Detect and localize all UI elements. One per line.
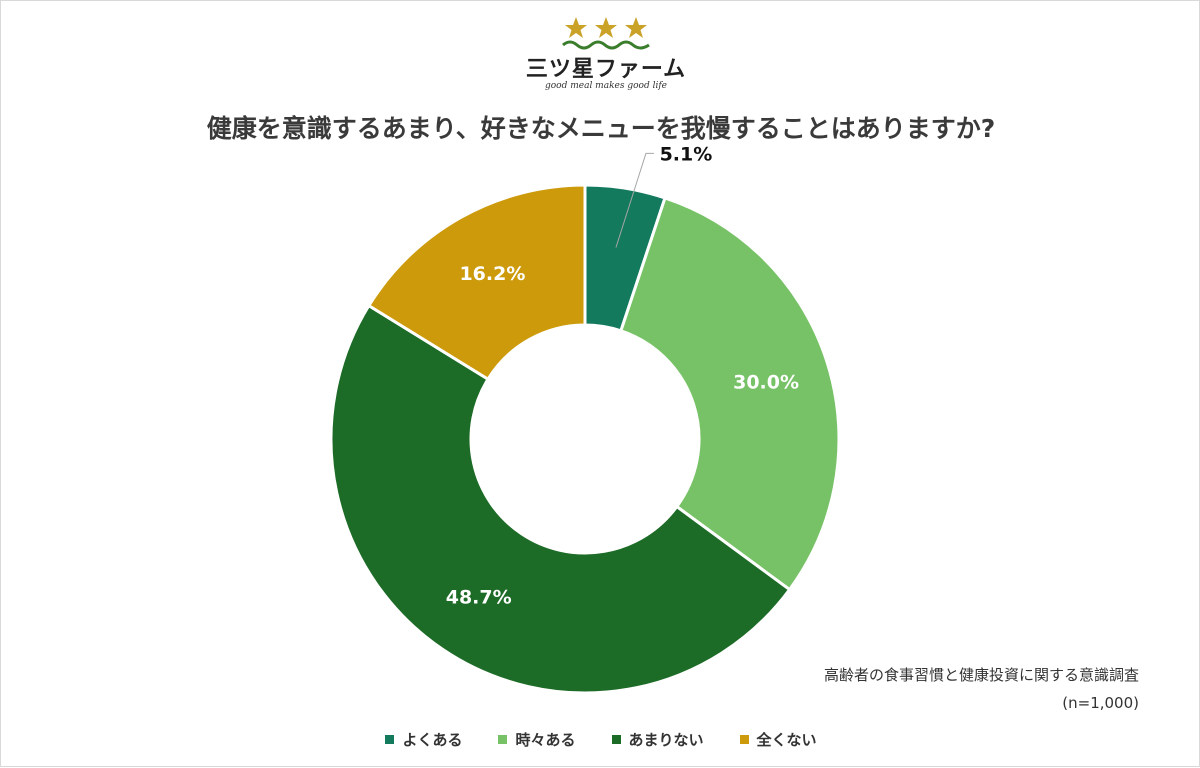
- legend-item-3: あまりない: [611, 729, 704, 750]
- chart-title: 健康を意識するあまり、好きなメニューを我慢することはありますか?: [206, 114, 996, 143]
- legend-item-2: 時々ある: [498, 729, 576, 750]
- legend-label-3: あまりない: [628, 731, 704, 749]
- legend-swatch-3: [611, 735, 621, 744]
- slice-2: [619, 196, 841, 592]
- source-line-2: (n=1,000): [1062, 694, 1139, 712]
- legend-swatch-2: [498, 735, 508, 744]
- slice-label-4: 16.2%: [459, 263, 525, 285]
- slice-3: [329, 303, 792, 695]
- logo-name: 三ツ星ファーム: [525, 57, 687, 82]
- logo-stars-icon: [562, 17, 650, 50]
- logo-tagline: good meal makes good life: [545, 81, 667, 91]
- slice-label-2: 30.0%: [733, 371, 799, 393]
- legend-swatch-1: [385, 735, 395, 744]
- legend-item-1: よくある: [385, 729, 462, 750]
- slice-label-3: 48.7%: [446, 586, 512, 608]
- legend-label-2: 時々ある: [515, 731, 576, 749]
- source-note: 高齢者の食事習慣と健康投資に関する意識調査 (n=1,000): [824, 661, 1139, 717]
- legend-label-1: よくある: [402, 731, 463, 749]
- slice-label-1: 5.1%: [660, 143, 713, 165]
- chart-legend: よくある 時々ある あまりない 全くない: [1, 729, 1200, 750]
- brand-logo: 三ツ星ファーム good meal makes good life: [521, 15, 691, 95]
- leader-line-1: [615, 152, 654, 248]
- legend-item-4: 全くない: [739, 729, 817, 750]
- legend-swatch-4: [739, 735, 749, 744]
- legend-label-4: 全くない: [756, 731, 817, 749]
- slice-4: [366, 183, 587, 382]
- source-line-1: 高齢者の食事習慣と健康投資に関する意識調査: [823, 666, 1139, 684]
